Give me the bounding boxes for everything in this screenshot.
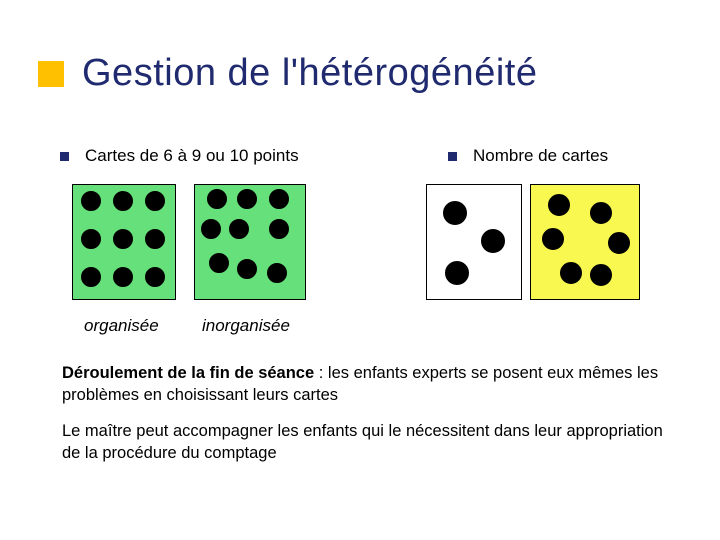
- dot-icon: [113, 267, 133, 287]
- dot-icon: [548, 194, 570, 216]
- paragraph-1: Déroulement de la fin de séance : les en…: [62, 362, 682, 407]
- dot-icon: [481, 229, 505, 253]
- card-white: [426, 184, 522, 300]
- right-cards-group: [426, 184, 640, 300]
- bullet-right: Nombre de cartes: [448, 146, 608, 166]
- left-cards-group: [72, 184, 306, 300]
- card-yellow: [530, 184, 640, 300]
- dot-icon: [443, 201, 467, 225]
- paragraph-2: Le maître peut accompagner les enfants q…: [62, 420, 682, 465]
- bullet-right-text: Nombre de cartes: [473, 146, 608, 166]
- dot-icon: [113, 229, 133, 249]
- caption-organisee: organisée: [84, 316, 159, 336]
- dot-icon: [145, 229, 165, 249]
- dot-icon: [590, 202, 612, 224]
- dot-icon: [237, 189, 257, 209]
- dot-icon: [542, 228, 564, 250]
- dot-icon: [145, 191, 165, 211]
- dot-icon: [608, 232, 630, 254]
- dot-icon: [201, 219, 221, 239]
- dot-icon: [237, 259, 257, 279]
- dot-icon: [113, 191, 133, 211]
- dot-icon: [269, 219, 289, 239]
- dot-icon: [81, 191, 101, 211]
- dot-icon: [445, 261, 469, 285]
- dot-icon: [81, 229, 101, 249]
- slide-title: Gestion de l'hétérogénéité: [82, 52, 537, 95]
- dot-icon: [229, 219, 249, 239]
- dot-icon: [590, 264, 612, 286]
- slide-title-block: Gestion de l'hétérogénéité: [38, 52, 537, 95]
- bullet-square-icon: [60, 152, 69, 161]
- dot-icon: [267, 263, 287, 283]
- dot-icon: [81, 267, 101, 287]
- bullet-square-icon: [448, 152, 457, 161]
- card-inorganisee: [194, 184, 306, 300]
- caption-inorganisee: inorganisée: [202, 316, 290, 336]
- dot-icon: [209, 253, 229, 273]
- dot-icon: [269, 189, 289, 209]
- card-organisee: [72, 184, 176, 300]
- dot-icon: [145, 267, 165, 287]
- title-accent-square: [38, 61, 64, 87]
- bullet-left: Cartes de 6 à 9 ou 10 points: [60, 146, 299, 166]
- bullet-left-text: Cartes de 6 à 9 ou 10 points: [85, 146, 299, 166]
- paragraph-1-bold: Déroulement de la fin de séance: [62, 364, 314, 382]
- dot-icon: [207, 189, 227, 209]
- dot-icon: [560, 262, 582, 284]
